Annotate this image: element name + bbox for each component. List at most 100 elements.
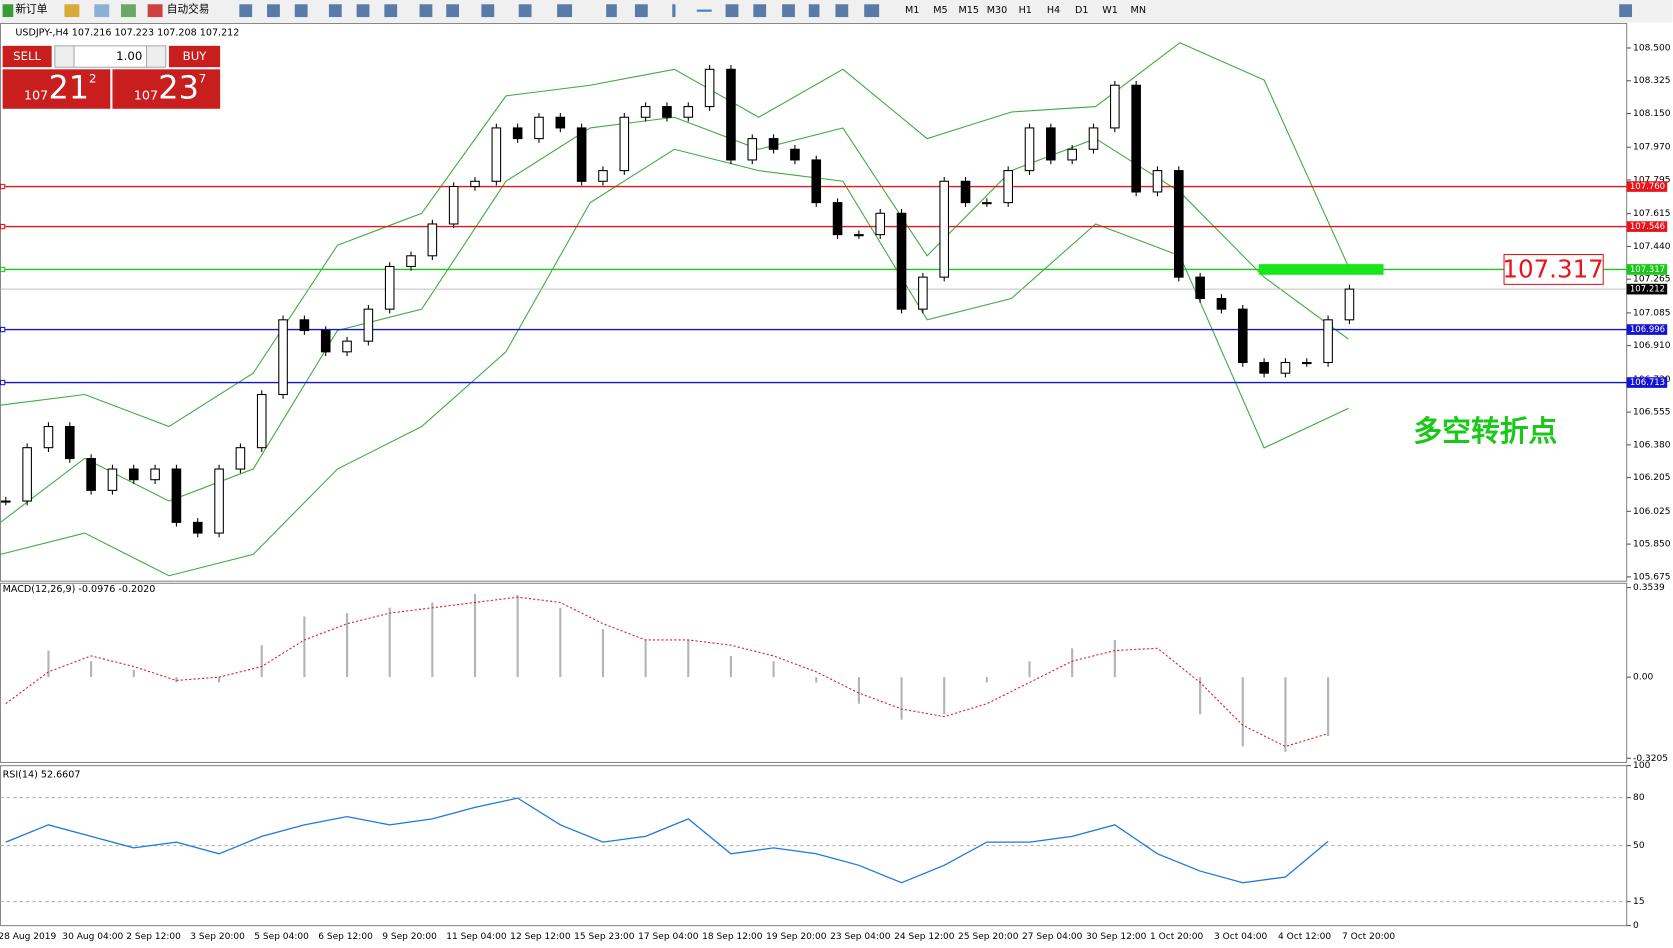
search-icon[interactable] bbox=[1619, 4, 1633, 18]
lot-value[interactable]: 1.00 bbox=[116, 49, 142, 63]
level-handle bbox=[0, 223, 6, 230]
tool-icon[interactable] bbox=[518, 4, 532, 18]
candle bbox=[534, 116, 544, 140]
level-price-box bbox=[1626, 324, 1668, 335]
tool-icon[interactable] bbox=[239, 4, 253, 18]
candle bbox=[150, 468, 160, 481]
tool-icon[interactable] bbox=[606, 4, 617, 18]
candle bbox=[320, 329, 331, 353]
turning-zone bbox=[1258, 264, 1384, 275]
x-tick-label: 11 Sep 04:00 bbox=[446, 932, 507, 942]
tool-icon[interactable] bbox=[782, 4, 795, 18]
candle bbox=[1046, 127, 1056, 161]
buy-button[interactable] bbox=[168, 45, 221, 68]
bollinger-lower bbox=[0, 148, 1349, 577]
candle bbox=[256, 393, 267, 449]
candle bbox=[1174, 170, 1184, 278]
timeframe-button[interactable]: M1 bbox=[905, 5, 919, 16]
tool-icon[interactable] bbox=[696, 9, 712, 12]
buy-price-box[interactable] bbox=[112, 69, 221, 109]
tool-icon[interactable] bbox=[384, 4, 398, 18]
x-tick-label: 7 Oct 20:00 bbox=[1342, 932, 1395, 942]
timeframe-button[interactable]: M5 bbox=[933, 5, 947, 16]
tool-icon[interactable] bbox=[294, 4, 308, 18]
tool-icon[interactable] bbox=[864, 4, 880, 18]
candle bbox=[470, 180, 480, 188]
tool-icon[interactable] bbox=[267, 4, 280, 18]
tool-icon[interactable] bbox=[481, 4, 495, 18]
y-tick-label: 0.3539 bbox=[1633, 583, 1665, 593]
candle bbox=[1067, 148, 1077, 161]
tool-icon[interactable] bbox=[725, 4, 739, 18]
lot-down[interactable] bbox=[54, 45, 75, 68]
candle bbox=[1, 500, 11, 503]
buy-price-pips: 23 bbox=[158, 69, 199, 107]
candle bbox=[278, 319, 288, 396]
candle bbox=[363, 308, 374, 342]
tool-icon[interactable] bbox=[356, 4, 370, 18]
sell-label[interactable]: SELL bbox=[13, 49, 41, 63]
x-tick-label: 17 Sep 04:00 bbox=[638, 932, 699, 942]
auto-trade-icon[interactable] bbox=[147, 4, 163, 18]
timeframe-button[interactable]: W1 bbox=[1102, 5, 1118, 16]
timeframe-button[interactable]: H1 bbox=[1019, 5, 1032, 16]
candle bbox=[1131, 84, 1141, 193]
timeframe-button[interactable]: M30 bbox=[987, 5, 1007, 16]
candle bbox=[1237, 308, 1248, 364]
candle bbox=[896, 212, 907, 310]
candle bbox=[192, 521, 203, 534]
y-tick-label: 105.675 bbox=[1633, 572, 1670, 582]
tool-icon[interactable] bbox=[419, 4, 433, 18]
tool-icon[interactable] bbox=[557, 4, 573, 18]
tool-icon[interactable] bbox=[446, 4, 460, 18]
main-chart-frame bbox=[0, 22, 1628, 582]
timeframe-button[interactable]: M15 bbox=[959, 5, 979, 16]
tool-icon[interactable] bbox=[120, 4, 136, 18]
auto-trade-button[interactable]: 自动交易 bbox=[167, 3, 210, 16]
sell-price-box[interactable] bbox=[2, 69, 111, 109]
candle bbox=[704, 68, 715, 108]
y-tick-label: 15 bbox=[1633, 897, 1645, 907]
rsi-line bbox=[5, 797, 1329, 884]
tool-icon[interactable] bbox=[835, 4, 849, 18]
timeframe-button[interactable]: MN bbox=[1131, 5, 1146, 16]
x-tick-label: 12 Sep 12:00 bbox=[510, 932, 571, 942]
buy-label[interactable]: BUY bbox=[183, 49, 208, 63]
sell-button[interactable] bbox=[2, 45, 52, 68]
tool-icon[interactable] bbox=[634, 4, 648, 18]
y-tick-label: 107.795 bbox=[1633, 175, 1670, 185]
candle bbox=[960, 180, 971, 204]
tool-icon[interactable] bbox=[808, 4, 820, 18]
x-tick-label: 15 Sep 23:00 bbox=[574, 932, 635, 942]
candle bbox=[768, 138, 779, 150]
candle bbox=[171, 468, 182, 523]
new-order-button[interactable]: 新订单 bbox=[15, 3, 47, 16]
lot-up[interactable] bbox=[146, 45, 167, 68]
tool-icon[interactable] bbox=[94, 4, 110, 18]
level-handle bbox=[0, 183, 6, 190]
level-price-box bbox=[1626, 221, 1668, 232]
candle bbox=[22, 447, 32, 502]
x-tick-label: 3 Sep 20:00 bbox=[190, 932, 245, 942]
tool-icon[interactable] bbox=[328, 4, 342, 18]
level-handle bbox=[0, 266, 6, 273]
y-tick-label: -0.3205 bbox=[1633, 754, 1668, 764]
candle bbox=[619, 116, 630, 172]
x-tick-label: 18 Sep 12:00 bbox=[702, 932, 763, 942]
tool-icon[interactable] bbox=[672, 4, 676, 18]
new-order-icon[interactable] bbox=[2, 4, 14, 18]
candle bbox=[811, 159, 822, 204]
sell-price-big: 107 bbox=[24, 88, 48, 103]
candle bbox=[854, 234, 864, 237]
timeframe-button[interactable]: H4 bbox=[1047, 5, 1060, 16]
level-handle bbox=[0, 379, 6, 386]
candle bbox=[235, 447, 246, 470]
timeframe-button[interactable]: D1 bbox=[1075, 5, 1088, 16]
tool-icon[interactable] bbox=[753, 4, 767, 18]
y-tick-label: 108.500 bbox=[1633, 43, 1671, 53]
candle bbox=[512, 127, 523, 140]
tool-icon[interactable] bbox=[64, 4, 80, 18]
candle bbox=[214, 468, 224, 534]
level-price-label: 106.996 bbox=[1630, 325, 1665, 335]
level-price-label: 107.546 bbox=[1630, 222, 1665, 232]
